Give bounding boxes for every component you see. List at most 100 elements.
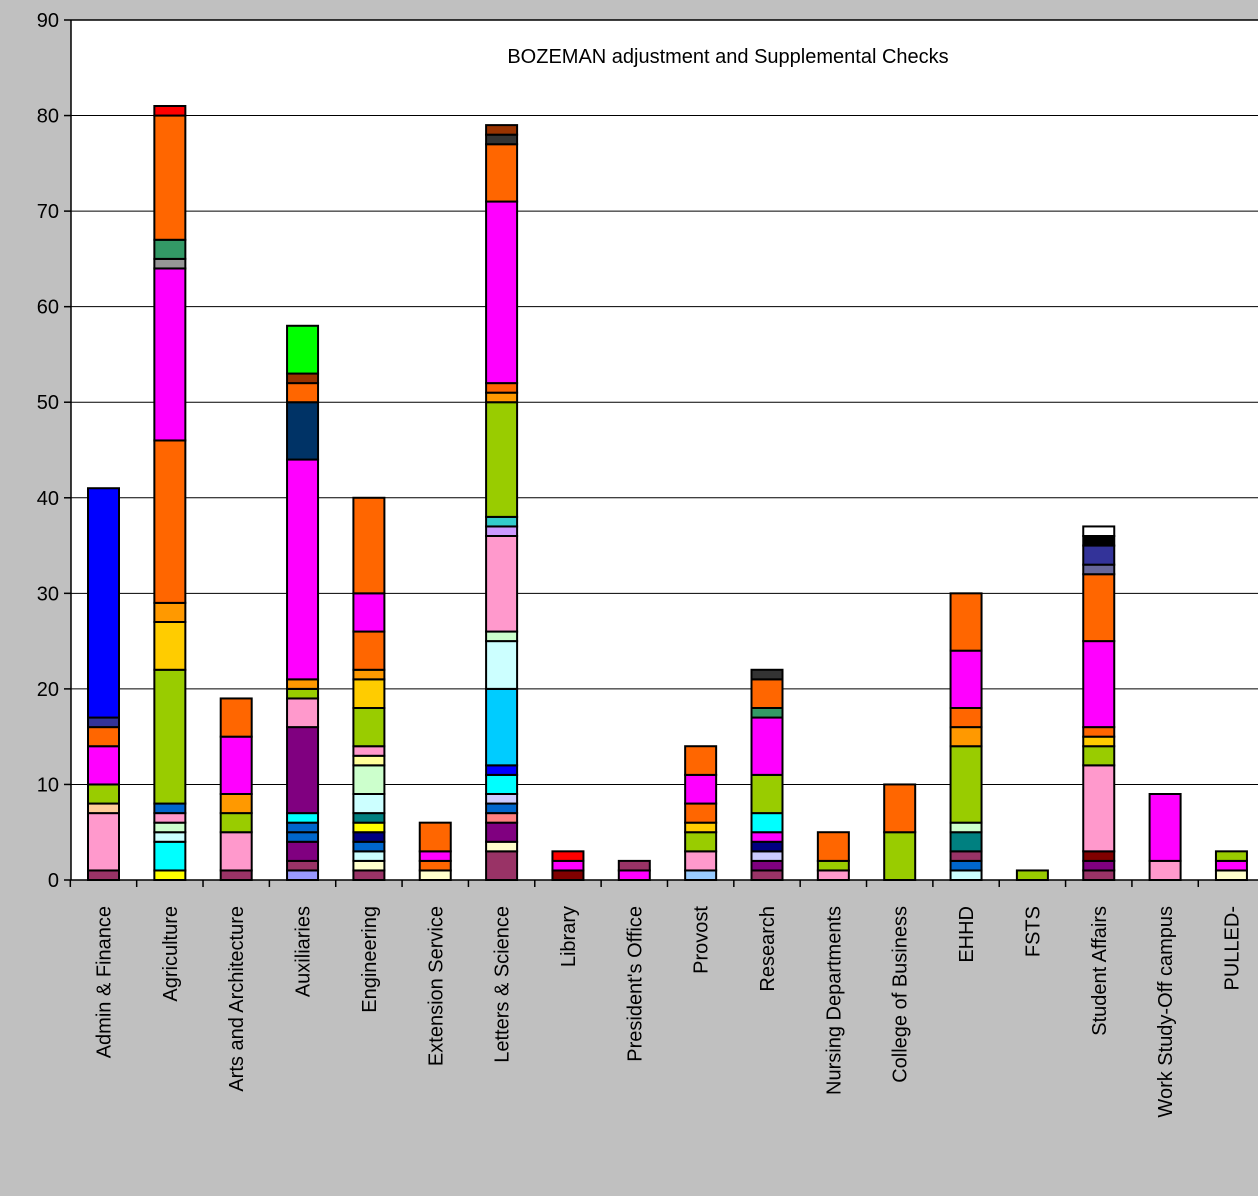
x-tick-label: EHHD bbox=[956, 906, 978, 963]
bar-segment bbox=[750, 840, 784, 853]
bar-segment bbox=[286, 869, 320, 882]
bar-stack bbox=[1148, 793, 1182, 882]
bar-segment bbox=[1082, 764, 1116, 853]
bar-segment bbox=[352, 630, 386, 671]
bar-segment bbox=[485, 391, 519, 404]
bar-segment bbox=[1082, 563, 1116, 576]
bar-segment bbox=[949, 726, 983, 748]
bar-segment bbox=[1214, 850, 1248, 862]
bar-segment bbox=[87, 716, 120, 729]
bar-segment bbox=[485, 143, 519, 203]
x-tick-label: Admin & Finance bbox=[94, 906, 116, 1058]
bar-segment bbox=[219, 735, 253, 796]
x-tick-label: College of Business bbox=[890, 906, 912, 1083]
bar-segment bbox=[617, 859, 651, 872]
bar-segment bbox=[286, 859, 320, 872]
bar-segment bbox=[485, 840, 519, 853]
bar-segment bbox=[1082, 850, 1116, 862]
bar-segment bbox=[352, 592, 386, 633]
bar-stack bbox=[949, 592, 983, 882]
bar-stack bbox=[1214, 850, 1248, 882]
bar-segment bbox=[1082, 544, 1116, 566]
bar-stack bbox=[219, 697, 253, 882]
bar-segment bbox=[286, 372, 320, 385]
bar-segment bbox=[1082, 859, 1116, 872]
x-tick-label: Nursing Departments bbox=[823, 906, 845, 1095]
bar-segment bbox=[485, 773, 519, 796]
bar-segment bbox=[153, 668, 187, 805]
bar-segment bbox=[352, 668, 386, 681]
bar-segment bbox=[485, 401, 519, 518]
x-axis-ticks: Admin & Finance Agriculture Arts and Archi… bbox=[69, 880, 1243, 1118]
bars bbox=[87, 105, 1248, 882]
bar-segment bbox=[485, 200, 519, 385]
bar-segment bbox=[485, 640, 519, 690]
bar-stack bbox=[87, 487, 120, 882]
bar-segment bbox=[485, 630, 519, 643]
bar-segment bbox=[684, 773, 718, 805]
y-tick-label: 40 bbox=[37, 488, 59, 510]
y-tick-label: 10 bbox=[37, 774, 59, 796]
x-tick-label: President's Office bbox=[624, 906, 646, 1062]
bar-segment bbox=[286, 458, 320, 681]
bar-segment bbox=[750, 831, 784, 843]
bar-segment bbox=[816, 859, 850, 872]
bar-segment bbox=[750, 859, 784, 872]
y-axis-ticks: 0 10 20 30 40 50 60 70 80 90 bbox=[37, 10, 71, 892]
bar-segment bbox=[485, 525, 519, 538]
bar-stack bbox=[1015, 869, 1049, 882]
bar-segment bbox=[949, 831, 983, 853]
bar-segment bbox=[485, 133, 519, 146]
bar-segment bbox=[153, 238, 187, 260]
bar-segment bbox=[485, 124, 519, 136]
bar-segment bbox=[153, 812, 187, 824]
bar-segment bbox=[219, 869, 253, 882]
bar-segment bbox=[684, 831, 718, 853]
bar-segment bbox=[153, 821, 187, 834]
bar-segment bbox=[684, 745, 718, 776]
bar-segment bbox=[551, 859, 585, 872]
bar-segment bbox=[352, 496, 386, 595]
bar-stack bbox=[153, 105, 187, 882]
x-tick-label: PULLED- bbox=[1221, 906, 1243, 990]
y-tick-label: 60 bbox=[37, 297, 59, 319]
bar-segment bbox=[219, 697, 253, 738]
y-tick-label: 0 bbox=[48, 870, 59, 892]
bar-segment bbox=[1082, 525, 1116, 538]
y-tick-label: 70 bbox=[37, 201, 59, 223]
bar-segment bbox=[684, 821, 718, 834]
bar-segment bbox=[352, 869, 386, 882]
bar-segment bbox=[485, 535, 519, 633]
y-tick-label: 30 bbox=[37, 583, 59, 605]
bar-segment bbox=[352, 793, 386, 815]
bar-segment bbox=[286, 678, 320, 690]
y-tick-label: 50 bbox=[37, 392, 59, 414]
bar-segment bbox=[87, 726, 120, 748]
bar-segment bbox=[949, 850, 983, 862]
bar-segment bbox=[949, 869, 983, 882]
bar-segment bbox=[1082, 735, 1116, 748]
x-tick-label: Engineering bbox=[359, 906, 381, 1013]
bar-segment bbox=[485, 687, 519, 767]
bar-segment bbox=[750, 716, 784, 776]
bar-segment bbox=[352, 678, 386, 709]
bar-segment bbox=[286, 821, 320, 834]
bar-segment bbox=[153, 831, 187, 843]
bar-segment bbox=[352, 764, 386, 795]
bar-segment bbox=[684, 850, 718, 872]
bar-segment bbox=[750, 678, 784, 709]
bar-segment bbox=[352, 831, 386, 843]
bar-segment bbox=[219, 793, 253, 815]
bar-segment bbox=[87, 487, 120, 719]
bar-segment bbox=[153, 869, 187, 882]
bar-stack bbox=[551, 850, 585, 882]
bar-segment bbox=[1148, 859, 1182, 882]
bar-segment bbox=[418, 850, 452, 862]
bar-segment bbox=[485, 812, 519, 824]
x-tick-label: Letters & Science bbox=[492, 906, 514, 1063]
bar-segment bbox=[418, 869, 452, 882]
bar-segment bbox=[485, 802, 519, 815]
bar-segment bbox=[286, 812, 320, 824]
x-tick-label: Library bbox=[558, 906, 580, 967]
